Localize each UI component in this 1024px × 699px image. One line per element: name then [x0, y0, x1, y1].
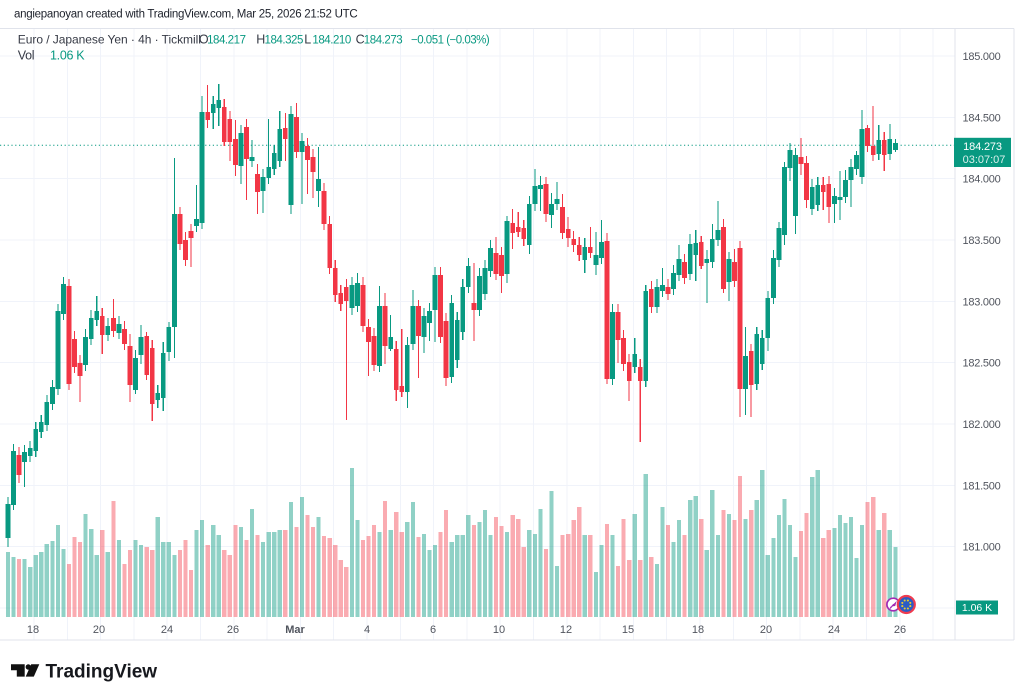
svg-text:Vol: Vol	[18, 49, 34, 63]
svg-text:20: 20	[93, 624, 105, 636]
svg-text:182.500: 182.500	[963, 358, 1001, 370]
svg-text:184.000: 184.000	[963, 174, 1001, 186]
svg-text:24: 24	[828, 624, 840, 636]
svg-text:20: 20	[760, 624, 772, 636]
svg-text:184.325: 184.325	[265, 35, 303, 47]
svg-text:12: 12	[560, 624, 572, 636]
svg-text:03:07:07: 03:07:07	[963, 154, 1006, 166]
svg-text:H: H	[256, 33, 265, 47]
svg-text:C: C	[356, 33, 365, 47]
svg-text:Mar: Mar	[285, 624, 305, 636]
svg-text:Euro / Japanese Yen · 4h · Tic: Euro / Japanese Yen · 4h · Tickmill	[18, 33, 201, 47]
svg-text:18: 18	[27, 624, 39, 636]
svg-text:184.500: 184.500	[963, 112, 1001, 124]
svg-text:26: 26	[227, 624, 239, 636]
svg-text:4: 4	[364, 624, 370, 636]
svg-text:15: 15	[622, 624, 634, 636]
svg-text:185.000: 185.000	[963, 51, 1001, 63]
svg-text:181.000: 181.000	[963, 542, 1001, 554]
svg-text:183.500: 183.500	[963, 235, 1001, 247]
svg-text:6: 6	[430, 624, 436, 636]
svg-text:184.273: 184.273	[364, 35, 402, 47]
svg-text:1.06 K: 1.06 K	[50, 49, 85, 63]
svg-text:182.000: 182.000	[963, 419, 1001, 431]
svg-text:TradingView: TradingView	[46, 661, 158, 682]
svg-text:10: 10	[493, 624, 505, 636]
svg-text:24: 24	[161, 624, 173, 636]
svg-text:−0.051 (−0.03%): −0.051 (−0.03%)	[411, 35, 490, 47]
svg-text:184.273: 184.273	[963, 141, 1002, 153]
svg-text:181.500: 181.500	[963, 480, 1001, 492]
svg-text:26: 26	[894, 624, 906, 636]
svg-text:184.210: 184.210	[312, 35, 350, 47]
svg-text:L: L	[304, 33, 311, 47]
svg-text:18: 18	[692, 624, 704, 636]
svg-text:184.217: 184.217	[207, 35, 245, 47]
svg-text:angiepanoyan created with Trad: angiepanoyan created with TradingView.co…	[14, 8, 357, 20]
svg-text:1.06 K: 1.06 K	[962, 602, 992, 614]
svg-text:O: O	[199, 33, 209, 47]
svg-text:183.000: 183.000	[963, 296, 1001, 308]
